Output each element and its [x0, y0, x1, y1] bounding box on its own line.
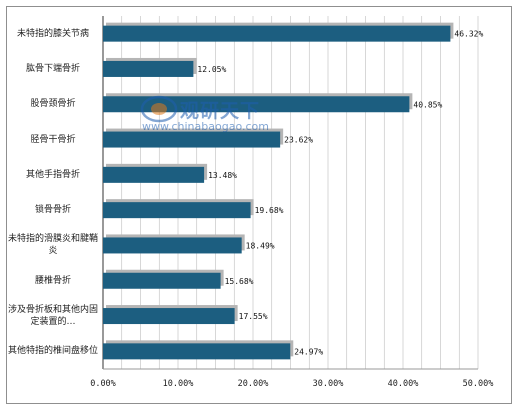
- x-tick-label: 10.00%: [163, 379, 194, 389]
- bar: [103, 25, 451, 42]
- category-label: 胫骨干骨折: [30, 134, 76, 145]
- bar: [103, 272, 221, 289]
- bar: [103, 237, 242, 254]
- data-label: 15.68%: [225, 277, 254, 286]
- bar: [103, 343, 291, 360]
- category-label: 其他手指骨折: [25, 169, 80, 180]
- data-label: 13.48%: [208, 171, 237, 180]
- bar: [103, 166, 205, 183]
- category-label: 其他特指的椎间盘移位: [8, 346, 99, 357]
- x-tick-label: 50.00%: [463, 379, 494, 389]
- x-tick-label: 40.00%: [388, 379, 419, 389]
- category-label: 锁骨骨折: [34, 205, 71, 216]
- bar: [103, 131, 281, 148]
- category-label: 未特指的膝关节病: [16, 28, 89, 39]
- data-label: 40.85%: [413, 100, 442, 109]
- x-tick-label: 0.00%: [90, 379, 116, 389]
- bar: [103, 202, 251, 219]
- category-label: 涉及骨折板和其他内固 定装置的…: [8, 305, 99, 328]
- bar: [103, 308, 235, 325]
- data-label: 12.05%: [197, 65, 226, 74]
- category-label: 肱骨下端骨折: [25, 63, 80, 74]
- category-label: 股骨颈骨折: [30, 99, 76, 110]
- bar: [103, 60, 194, 77]
- category-label: 未特指的滑膜炎和腱鞘炎: [8, 234, 99, 257]
- data-label: 19.68%: [255, 206, 284, 215]
- x-tick-label: 30.00%: [313, 379, 344, 389]
- data-label: 46.32%: [454, 30, 483, 39]
- category-label: 腰椎骨折: [34, 275, 71, 286]
- bar: [103, 96, 410, 113]
- data-label: 17.55%: [239, 312, 268, 321]
- data-label: 24.97%: [294, 347, 323, 356]
- data-label: 23.62%: [284, 136, 313, 145]
- data-label: 18.49%: [246, 241, 275, 250]
- x-tick-label: 20.00%: [238, 379, 269, 389]
- chart-frame: [6, 6, 512, 404]
